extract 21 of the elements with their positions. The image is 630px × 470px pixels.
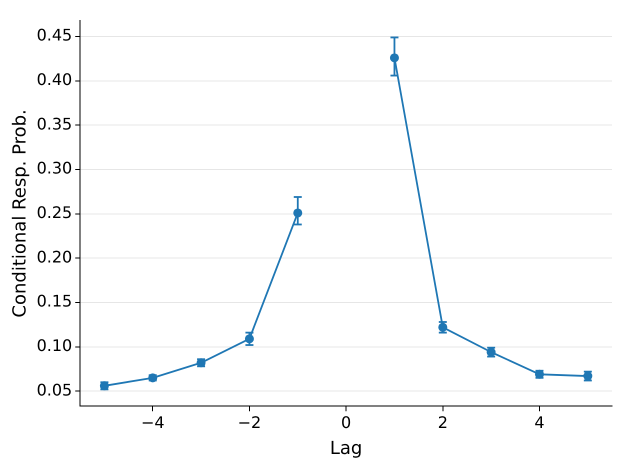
y-tick-label: 0.15: [36, 292, 72, 311]
point: [293, 208, 302, 218]
y-tick-label: 0.40: [36, 70, 72, 90]
x-tick-label: −4: [140, 412, 165, 432]
y-axis-title: Conditional Resp. Prob.: [9, 109, 30, 318]
y-tick-label: 0.35: [36, 114, 72, 134]
y-tick-label: 0.10: [36, 336, 72, 355]
y-tick-label: 0.20: [36, 247, 72, 266]
x-axis-title: Lag: [330, 438, 362, 459]
point: [148, 373, 158, 382]
y-tick-label: 0.05: [36, 380, 72, 400]
y-tick-label: 0.25: [36, 203, 72, 222]
x-tick-label: −2: [238, 412, 262, 432]
x-tick-label: 2: [438, 412, 448, 432]
y-tick-label: 0.30: [36, 158, 72, 178]
point: [244, 334, 254, 344]
point: [390, 53, 399, 62]
point: [534, 370, 544, 379]
y-tick-label: 0.45: [36, 26, 72, 45]
x-tick-label: 0: [341, 412, 352, 432]
x-tick-label: 4: [534, 412, 545, 432]
